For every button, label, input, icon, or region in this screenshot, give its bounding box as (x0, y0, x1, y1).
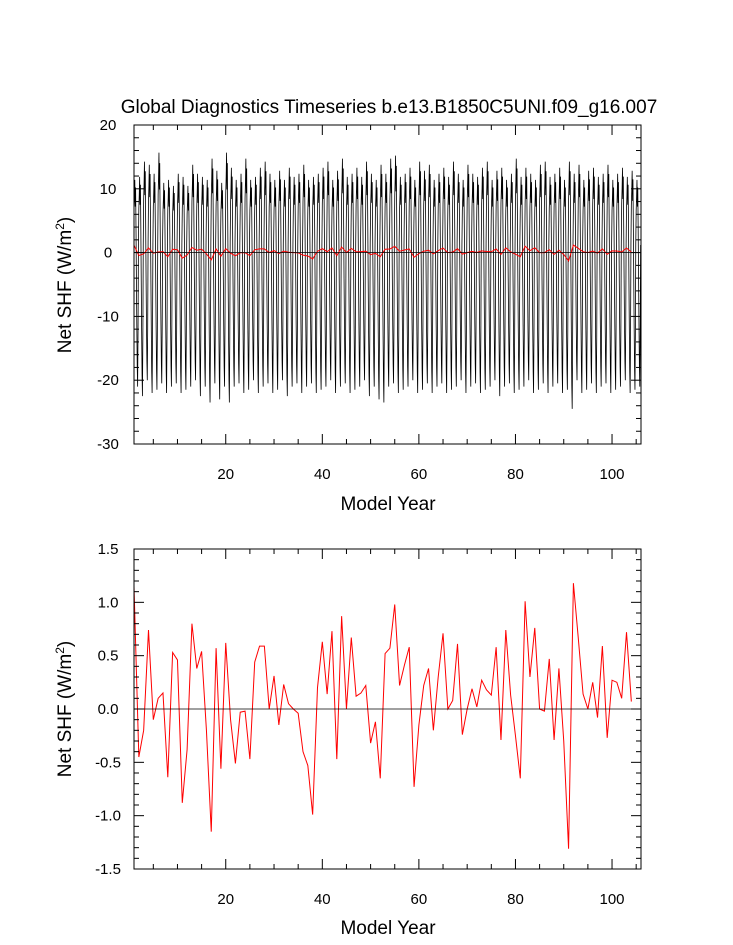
timeseries-panel-annual-mean: -1.5 -1.0 -0.5 0.0 0.5 1.0 1.5 20 40 60 80 100 Model… (53, 541, 642, 939)
y-tick-label: -1.5 (95, 861, 121, 878)
y-tick-label: -30 (97, 436, 119, 453)
plot-frame (133, 124, 642, 445)
y-axis-label-text: Net SHF (W/m (55, 654, 76, 778)
x-axis-label: Model Year (340, 918, 436, 939)
y-tick-label: 0.5 (98, 648, 119, 665)
y-axis-label-superscript: 2 (53, 647, 67, 654)
y-tick-label: 0 (104, 245, 112, 262)
y-tick-label: 20 (100, 117, 117, 134)
series-monthly-line (134, 152, 641, 409)
x-tick-label: 100 (600, 891, 625, 908)
timeseries-panel-monthly: -30 -20 -10 0 10 20 20 40 60 80 100 Model Year Net S… (53, 117, 642, 515)
y-tick-label: 1.0 (98, 594, 119, 611)
y-tick-label: 1.5 (98, 541, 119, 558)
x-tick-label: 40 (314, 466, 331, 483)
x-tick-label: 20 (217, 466, 234, 483)
plot-area (134, 583, 632, 849)
x-tick-label: 80 (507, 466, 524, 483)
y-tick-label: -1.0 (95, 808, 121, 825)
y-axis-label-superscript: 2 (53, 223, 67, 230)
y-axis-label-close: ) (55, 217, 76, 223)
x-tick-label: 100 (600, 466, 625, 483)
y-axis-label-close: ) (55, 641, 76, 647)
y-axis-label-text: Net SHF (W/m (55, 230, 76, 354)
y-tick-label: -20 (97, 372, 119, 389)
x-tick-label: 60 (411, 466, 428, 483)
y-tick-label: -10 (97, 308, 119, 325)
series-annual-mean-line (134, 583, 632, 849)
x-tick-label: 40 (314, 891, 331, 908)
y-axis-label: Net SHF (W/m2) (53, 217, 76, 354)
x-tick-label: 80 (507, 891, 524, 908)
figure-title: Global Diagnostics Timeseries b.e13.B185… (121, 97, 658, 118)
y-tick-label: 10 (100, 181, 117, 198)
plot-area (134, 152, 641, 409)
x-tick-label: 60 (411, 891, 428, 908)
x-tick-label: 20 (217, 891, 234, 908)
y-tick-label: -0.5 (95, 754, 121, 771)
x-axis-label: Model Year (340, 494, 436, 515)
series-annual-mean-line (134, 244, 632, 263)
y-axis-label: Net SHF (W/m2) (53, 641, 76, 778)
y-tick-label: 0.0 (98, 701, 119, 718)
